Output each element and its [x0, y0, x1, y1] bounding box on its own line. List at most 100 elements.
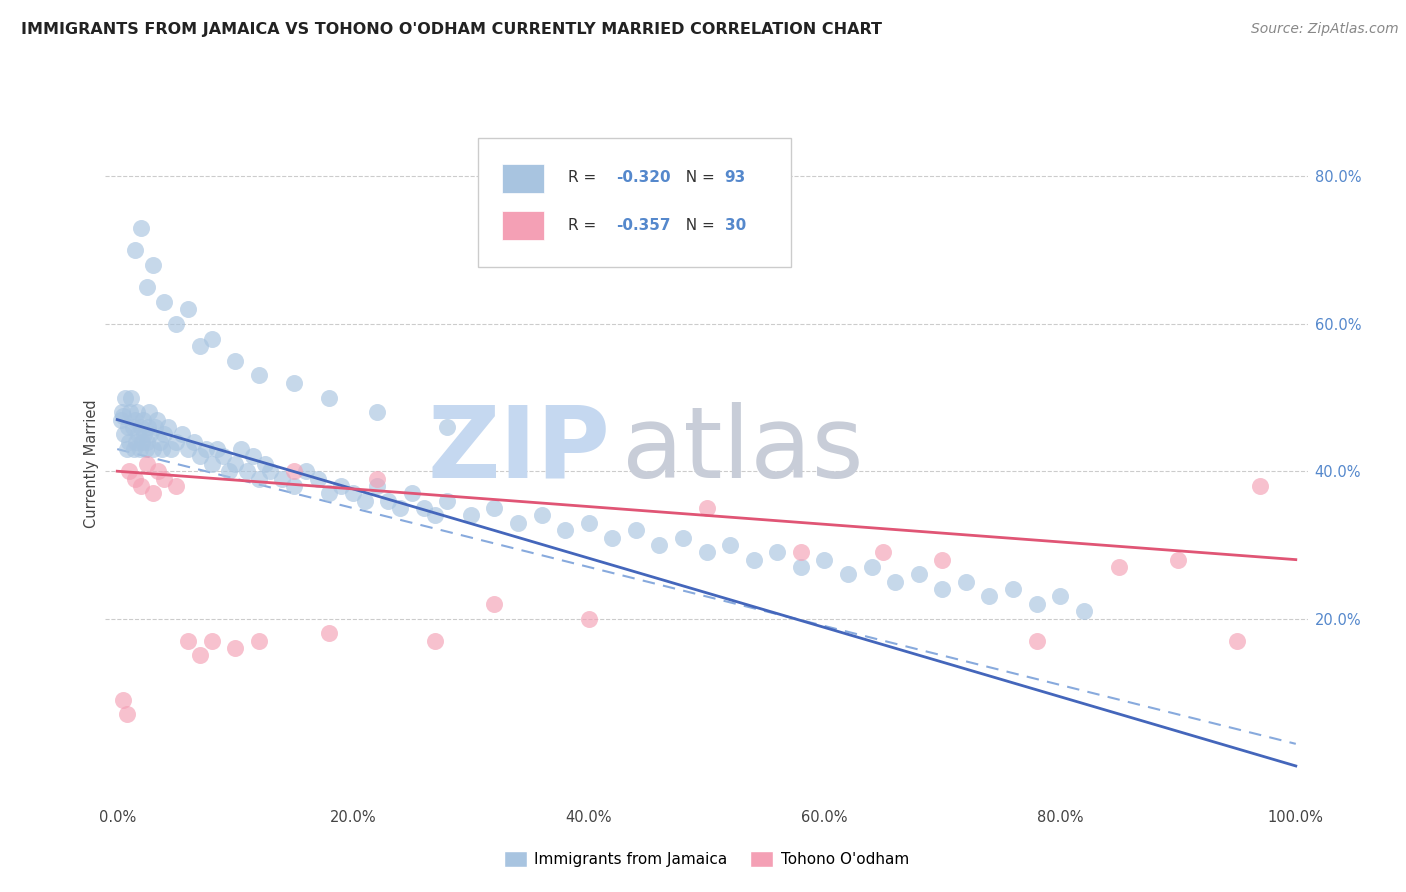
- Point: [115, 442, 138, 456]
- Point: [229, 442, 252, 456]
- Point: [259, 464, 281, 478]
- Text: 93: 93: [724, 170, 745, 186]
- Point: [177, 633, 200, 648]
- Text: -0.320: -0.320: [616, 170, 671, 186]
- Point: [247, 472, 270, 486]
- Point: [121, 420, 143, 434]
- Point: [460, 508, 482, 523]
- Point: [389, 501, 412, 516]
- Point: [600, 531, 623, 545]
- Point: [146, 412, 169, 426]
- Point: [142, 442, 165, 456]
- Point: [132, 412, 155, 426]
- Point: [283, 376, 305, 390]
- Point: [307, 472, 329, 486]
- Point: [129, 221, 152, 235]
- Point: [125, 434, 148, 449]
- Point: [436, 493, 458, 508]
- Text: IMMIGRANTS FROM JAMAICA VS TOHONO O'ODHAM CURRENTLY MARRIED CORRELATION CHART: IMMIGRANTS FROM JAMAICA VS TOHONO O'ODHA…: [21, 22, 882, 37]
- Point: [207, 442, 229, 456]
- Point: [672, 531, 695, 545]
- Point: [425, 508, 447, 523]
- Point: [131, 434, 153, 449]
- Point: [530, 508, 553, 523]
- Point: [695, 545, 717, 559]
- Point: [884, 574, 907, 589]
- Point: [1001, 582, 1024, 596]
- Point: [194, 442, 217, 456]
- Point: [200, 332, 222, 346]
- Point: [907, 567, 929, 582]
- Point: [188, 450, 211, 464]
- FancyBboxPatch shape: [502, 164, 544, 193]
- Point: [122, 442, 145, 456]
- Point: [149, 434, 172, 449]
- Point: [200, 633, 222, 648]
- Point: [135, 434, 157, 449]
- Point: [342, 486, 364, 500]
- Text: N =: N =: [676, 218, 720, 233]
- Point: [766, 545, 789, 559]
- Point: [330, 479, 353, 493]
- Point: [165, 317, 187, 331]
- Point: [112, 409, 135, 423]
- Text: Source: ZipAtlas.com: Source: ZipAtlas.com: [1251, 22, 1399, 37]
- Point: [506, 516, 529, 530]
- Point: [318, 626, 340, 640]
- Point: [200, 457, 222, 471]
- Point: [1073, 604, 1095, 618]
- Point: [1167, 552, 1189, 566]
- Point: [139, 427, 162, 442]
- Point: [112, 692, 135, 706]
- Point: [114, 391, 136, 405]
- Point: [129, 420, 152, 434]
- Point: [156, 420, 179, 434]
- Point: [377, 493, 399, 508]
- Point: [366, 479, 388, 493]
- Point: [425, 633, 447, 648]
- Legend: Immigrants from Jamaica, Tohono O'odham: Immigrants from Jamaica, Tohono O'odham: [498, 845, 915, 873]
- Text: atlas: atlas: [623, 401, 865, 499]
- Point: [318, 391, 340, 405]
- Point: [872, 545, 894, 559]
- Point: [1249, 479, 1271, 493]
- Point: [188, 648, 211, 663]
- Point: [860, 560, 883, 574]
- Point: [115, 707, 138, 722]
- Point: [224, 353, 246, 368]
- Point: [142, 258, 165, 272]
- Point: [153, 472, 176, 486]
- Point: [218, 464, 240, 478]
- Point: [1049, 590, 1071, 604]
- Point: [134, 427, 156, 442]
- Text: R =: R =: [568, 218, 602, 233]
- Point: [695, 501, 717, 516]
- Point: [127, 405, 149, 419]
- Point: [294, 464, 316, 478]
- Point: [366, 405, 388, 419]
- Point: [578, 516, 600, 530]
- Point: [111, 405, 134, 419]
- Point: [484, 501, 506, 516]
- Point: [212, 450, 235, 464]
- Point: [718, 538, 741, 552]
- Point: [110, 412, 132, 426]
- Point: [253, 457, 276, 471]
- Point: [955, 574, 977, 589]
- Point: [283, 464, 305, 478]
- Point: [318, 486, 340, 500]
- Point: [1025, 633, 1047, 648]
- Point: [136, 420, 159, 434]
- Point: [118, 434, 141, 449]
- Point: [247, 368, 270, 383]
- Point: [124, 472, 146, 486]
- Point: [150, 442, 173, 456]
- Point: [931, 582, 953, 596]
- Point: [124, 243, 146, 257]
- Point: [129, 479, 152, 493]
- Point: [1226, 633, 1249, 648]
- Point: [177, 302, 200, 317]
- Point: [128, 442, 150, 456]
- Y-axis label: Currently Married: Currently Married: [83, 400, 98, 528]
- Point: [271, 472, 294, 486]
